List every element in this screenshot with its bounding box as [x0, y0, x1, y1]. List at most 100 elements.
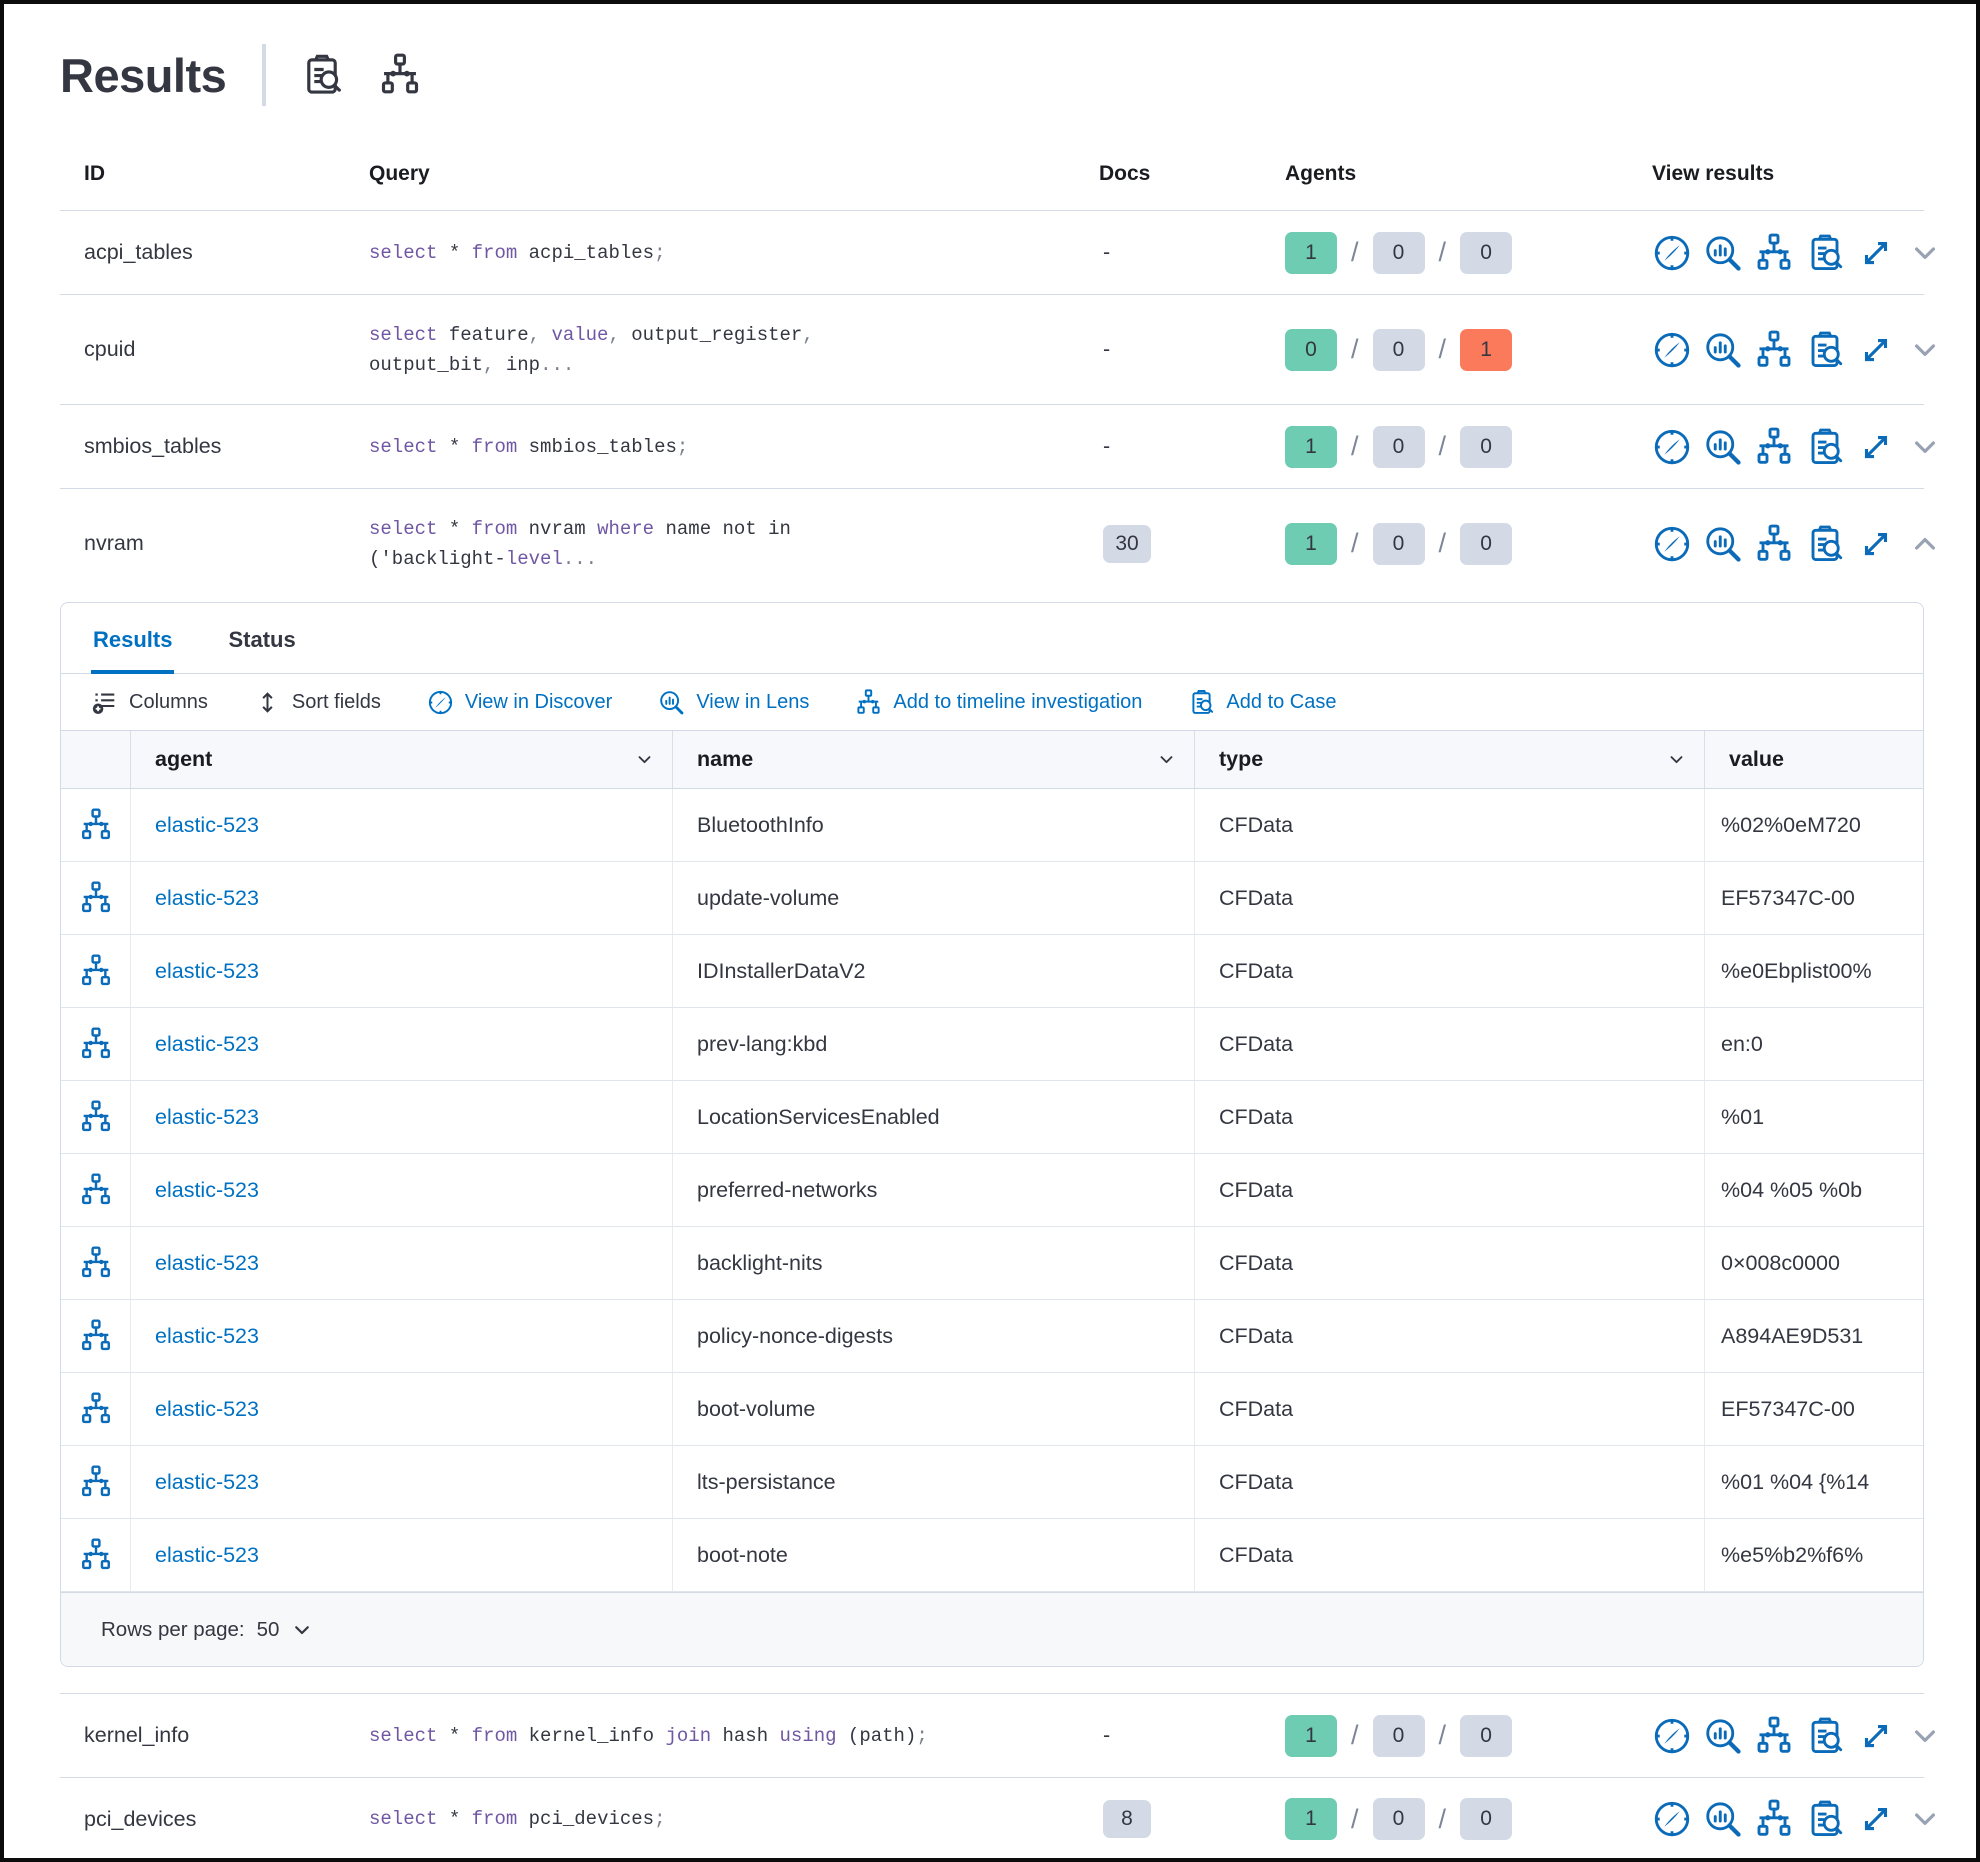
column-actions-chevron-icon[interactable] [1667, 750, 1686, 769]
agent-link[interactable]: elastic-523 [155, 885, 259, 910]
view-in-discover-button[interactable] [1652, 1799, 1692, 1839]
grid-column-header-agent[interactable]: agent [131, 731, 673, 788]
timeline-row-icon[interactable] [79, 1392, 113, 1426]
query-sql: select * from kernel_info join hash usin… [369, 1709, 1099, 1763]
expand-row-button[interactable] [1909, 431, 1941, 463]
add-to-timeline-button[interactable] [1754, 427, 1794, 467]
expand-row-button[interactable] [1909, 1803, 1941, 1835]
result-row-icon-cell [61, 1154, 131, 1226]
expand-results-button[interactable] [1856, 427, 1896, 467]
view-in-lens-button[interactable] [1703, 233, 1743, 273]
add-to-timeline-button[interactable] [1754, 1799, 1794, 1839]
view-in-lens-button[interactable] [1703, 427, 1743, 467]
add-to-case-link-label: Add to Case [1226, 691, 1337, 713]
expand-results-button[interactable] [1856, 233, 1896, 273]
query-table-header: ID Query Docs Agents View results [60, 136, 1924, 210]
timeline-row-icon[interactable] [79, 1027, 113, 1061]
agent-link[interactable]: elastic-523 [155, 1177, 259, 1202]
view-in-discover-button[interactable] [1652, 1716, 1692, 1756]
agent-link[interactable]: elastic-523 [155, 1542, 259, 1567]
view-in-discover-button[interactable] [1652, 524, 1692, 564]
expand-results-button[interactable] [1856, 524, 1896, 564]
timeline-row-icon[interactable] [79, 1246, 113, 1280]
agent-link[interactable]: elastic-523 [155, 1104, 259, 1129]
view-in-discover-button[interactable] [1652, 427, 1692, 467]
timeline-row-icon[interactable] [79, 1465, 113, 1499]
lens-icon [658, 689, 685, 716]
docs-count-badge: 8 [1103, 1800, 1151, 1838]
add-to-case-button[interactable] [1805, 1716, 1845, 1756]
add-to-case-button[interactable] [1805, 330, 1845, 370]
expand-results-button[interactable] [1856, 1799, 1896, 1839]
add-to-timeline-button[interactable] [1754, 524, 1794, 564]
column-actions-chevron-icon[interactable] [635, 750, 654, 769]
query-sql: select * from smbios_tables; [369, 420, 1099, 474]
add-to-case-link[interactable]: Add to Case [1188, 689, 1337, 716]
agents-failed-badge: 0 [1460, 522, 1513, 565]
sql-token: , [608, 323, 632, 346]
tab-status[interactable]: Status [228, 627, 296, 652]
view-in-discover-button[interactable] [1652, 233, 1692, 273]
docs-cell: - [1099, 337, 1285, 362]
tab-results[interactable]: Results [91, 627, 175, 674]
rows-per-page-chevron-icon[interactable] [291, 1619, 313, 1641]
timeline-row-icon[interactable] [79, 1100, 113, 1134]
view-in-discover-button[interactable] [1652, 330, 1692, 370]
agent-link[interactable]: elastic-523 [155, 1396, 259, 1421]
view-in-lens-link[interactable]: View in Lens [658, 689, 809, 716]
agent-link[interactable]: elastic-523 [155, 958, 259, 983]
grid-column-header-type[interactable]: type [1195, 731, 1705, 788]
agents-failed-badge: 0 [1460, 1714, 1513, 1757]
sql-token: nvram [517, 517, 598, 540]
add-to-timeline-button[interactable] [1754, 233, 1794, 273]
column-actions-chevron-icon[interactable] [1157, 750, 1176, 769]
sort-fields-button[interactable]: Sort fields [254, 689, 381, 716]
view-in-lens-button[interactable] [1703, 1799, 1743, 1839]
timeline-row-icon[interactable] [79, 1319, 113, 1353]
add-to-case-button[interactable] [1805, 233, 1845, 273]
sql-token: ; [654, 1808, 666, 1830]
view-in-lens-button[interactable] [1703, 1716, 1743, 1756]
agents-pending-badge: 0 [1372, 328, 1425, 371]
add-to-case-button[interactable] [1805, 427, 1845, 467]
sql-token: select [369, 1724, 438, 1747]
result-type-cell: CFData [1195, 1154, 1705, 1226]
add-to-timeline-link[interactable]: Add to timeline investigation [855, 689, 1142, 716]
agents-pending-badge: 0 [1372, 1798, 1425, 1840]
view-in-discover-link[interactable]: View in Discover [427, 689, 612, 716]
timeline-row-icon[interactable] [79, 954, 113, 988]
rows-per-page-value[interactable]: 50 [256, 1617, 280, 1641]
view-in-lens-button[interactable] [1703, 330, 1743, 370]
timeline-row-icon[interactable] [79, 808, 113, 842]
agents-separator: / [1438, 334, 1447, 364]
add-to-timeline-button[interactable] [1754, 330, 1794, 370]
add-to-timeline-button[interactable] [1754, 1716, 1794, 1756]
timeline-row-icon[interactable] [79, 881, 113, 915]
collapse-row-button[interactable] [1909, 528, 1941, 560]
columns-button[interactable]: Columns [91, 689, 208, 716]
expand-results-button[interactable] [1856, 330, 1896, 370]
agent-link[interactable]: elastic-523 [155, 1323, 259, 1348]
result-row-icon-cell [61, 1519, 131, 1591]
agent-link[interactable]: elastic-523 [155, 1031, 259, 1056]
add-to-case-button[interactable] [1805, 1799, 1845, 1839]
expand-row-button[interactable] [1909, 1720, 1941, 1752]
timeline-row-icon[interactable] [79, 1538, 113, 1572]
sql-token: select [369, 323, 438, 346]
expand-row-button[interactable] [1909, 334, 1941, 366]
sql-token: feature [437, 323, 529, 346]
sql-token: inp [505, 353, 541, 376]
expand-row-button[interactable] [1909, 237, 1941, 269]
agent-link[interactable]: elastic-523 [155, 1250, 259, 1275]
inspect-query-icon[interactable] [300, 53, 344, 97]
timeline-icon[interactable] [378, 53, 422, 97]
agent-link[interactable]: elastic-523 [155, 812, 259, 837]
view-in-lens-button[interactable] [1703, 524, 1743, 564]
add-to-case-button[interactable] [1805, 524, 1845, 564]
grid-column-header-name[interactable]: name [673, 731, 1195, 788]
timeline-row-icon[interactable] [79, 1173, 113, 1207]
agent-link[interactable]: elastic-523 [155, 1469, 259, 1494]
grid-column-label: name [697, 747, 754, 771]
result-row-icon-cell [61, 1446, 131, 1518]
expand-results-button[interactable] [1856, 1716, 1896, 1756]
